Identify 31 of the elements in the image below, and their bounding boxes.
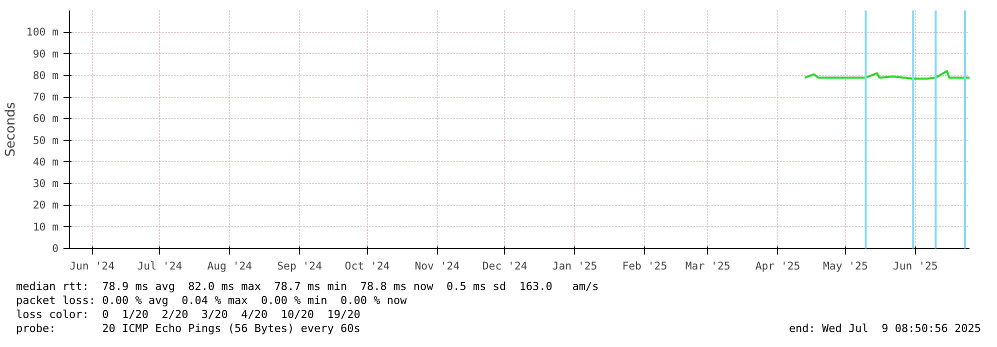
y-tick-label: 40 m (32, 155, 59, 168)
x-tick-label: Nov '24 (414, 260, 460, 272)
x-tick-label: Mar '25 (685, 260, 730, 272)
y-tick-label: 30 m (32, 177, 59, 190)
x-tick-label: Sep '24 (277, 260, 322, 272)
y-tick-label: 0 (52, 242, 59, 255)
y-tick-label: 50 m (32, 134, 59, 147)
x-tick-label: Aug '24 (207, 260, 252, 272)
x-tick-label: Jun '25 (892, 260, 938, 272)
x-tick-label: Dec '24 (482, 260, 528, 272)
line-series (804, 70, 970, 80)
y-tick-label: 60 m (32, 112, 59, 126)
text: end: Wed Jul 9 08:50:56 2025 (788, 322, 981, 336)
text: probe: 20 ICMP Echo Pings (56 Bytes) every 60s (16, 322, 360, 336)
x-tick-label: Jul '24 (137, 260, 182, 272)
x-tick-label: Oct '24 (344, 260, 390, 272)
y-tick-label: 20 m (32, 198, 59, 212)
text: median rtt: 78.9 ms avg 82.0 ms max 78.7 ms min 78.8 ms now 0.5 ms sd 163.0 am/s (16, 280, 599, 293)
text: packet loss: 0.00 % avg 0.04 % max 0.00 % min 0.00 % now (16, 294, 407, 307)
x-tick-label: Jan '25 (552, 260, 598, 272)
y-tick-label: 70 m (32, 90, 59, 104)
x-tick-label: May '25 (822, 260, 868, 272)
y-tick-label: 10 m (32, 220, 59, 234)
y-tick-label: 80 m (32, 68, 59, 82)
x-tick-label: Apr '25 (755, 260, 800, 272)
x-tick-label: Feb '25 (622, 260, 668, 272)
y-axis-title: Seconds (3, 102, 18, 157)
y-tick-label: 100 m (26, 26, 58, 39)
x-tick-label: Jun '24 (70, 260, 115, 272)
y-tick-label: 90 m (32, 47, 59, 60)
text: loss color: 0 1/20 2/20 3/20 4/20 10/20 19/20 (16, 308, 360, 321)
